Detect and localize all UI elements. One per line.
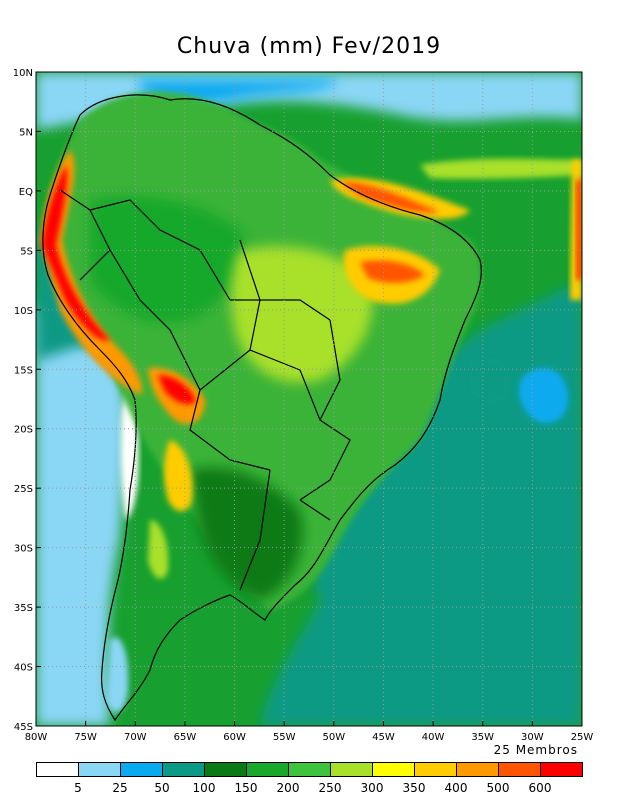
legend-swatch	[456, 762, 499, 777]
legend-swatch	[162, 762, 205, 777]
atlantic-dry-patch	[519, 367, 569, 424]
members-note: 25 Membros	[493, 743, 578, 757]
legend-swatch	[540, 762, 583, 777]
south-dark-field	[190, 467, 303, 600]
legend-swatch	[246, 762, 289, 777]
andes-north-heavy	[40, 150, 142, 395]
x-tick-label: 75W	[74, 732, 97, 743]
legend-swatch	[120, 762, 163, 777]
bolivia-core	[158, 375, 196, 405]
map-title: Chuva (mm) Fev/2019	[176, 34, 442, 59]
x-tick-label: 50W	[323, 732, 346, 743]
color-legend: 5 25 50 100 150 200 250 300 350 400 500 600	[36, 762, 583, 800]
x-tick-label: 30W	[521, 732, 544, 743]
rain-field	[36, 72, 582, 726]
legend-swatch	[330, 762, 373, 777]
andes-north-core	[42, 165, 110, 341]
legend-label: 5	[74, 781, 82, 795]
y-tick-label: 45S	[14, 722, 33, 733]
central-brazil-field	[230, 246, 373, 383]
x-tick-label: 65W	[174, 732, 197, 743]
y-tick-label: 15S	[14, 365, 33, 376]
legend-label: 100	[192, 781, 216, 795]
legend-swatch	[414, 762, 457, 777]
legend-swatch	[372, 762, 415, 777]
coastlines	[42, 94, 482, 722]
x-tick-label: 55W	[273, 732, 296, 743]
grid-lines	[36, 72, 582, 726]
legend-label: 300	[360, 781, 384, 795]
legend-label: 350	[402, 781, 426, 795]
legend-swatch	[498, 762, 541, 777]
continent-outline	[42, 94, 482, 722]
y-tick-label: EQ	[19, 187, 33, 198]
y-tick-label: 35S	[14, 603, 33, 614]
legend-swatch	[78, 762, 121, 777]
y-tick-label: 10N	[13, 68, 33, 79]
y-tick-label: 40S	[14, 663, 33, 674]
border-1	[59, 189, 351, 591]
legend-label: 500	[486, 781, 510, 795]
x-tick-label: 45W	[372, 732, 395, 743]
legend-label: 50	[154, 781, 170, 795]
patagonia-dry	[106, 637, 129, 713]
y-tick-label: 10S	[14, 306, 33, 317]
pacific-dry-field	[36, 300, 126, 726]
northeast-core	[360, 260, 425, 283]
x-tick-label: 25W	[571, 732, 594, 743]
legend-swatch	[288, 762, 331, 777]
andes-south-band	[164, 440, 193, 512]
x-tick-label: 35W	[471, 732, 494, 743]
legend-label: 150	[234, 781, 258, 795]
x-axis-ticks: 80W 75W 70W 65W 60W 55W 50W 45W 40W 35W 30W 25W	[25, 721, 594, 743]
legend-label: 600	[528, 781, 552, 795]
legend-label: 400	[444, 781, 468, 795]
y-axis-ticks: 10N 5N EQ 5S 10S 15S 20S 25S 30S 35S 40S 45S	[13, 68, 41, 733]
y-tick-label: 20S	[14, 425, 33, 436]
andes-south-light	[148, 520, 169, 579]
legend-label: 200	[276, 781, 300, 795]
x-tick-label: 70W	[124, 732, 147, 743]
legend-swatch	[36, 762, 79, 777]
amazon-dark-field	[90, 196, 247, 323]
legend-label: 250	[318, 781, 342, 795]
y-tick-label: 5N	[19, 127, 33, 138]
plot-frame	[35, 71, 583, 727]
itcz-core	[340, 181, 440, 213]
x-tick-label: 40W	[422, 732, 445, 743]
east-edge-core	[576, 180, 582, 280]
itcz-tail	[420, 158, 582, 179]
atlantic-teal-patch	[470, 356, 511, 404]
y-tick-label: 5S	[20, 246, 33, 257]
y-tick-label: 30S	[14, 544, 33, 555]
legend-label: 25	[112, 781, 128, 795]
x-tick-label: 80W	[25, 732, 48, 743]
y-tick-label: 25S	[14, 484, 33, 495]
x-tick-label: 60W	[223, 732, 246, 743]
legend-swatch	[204, 762, 247, 777]
